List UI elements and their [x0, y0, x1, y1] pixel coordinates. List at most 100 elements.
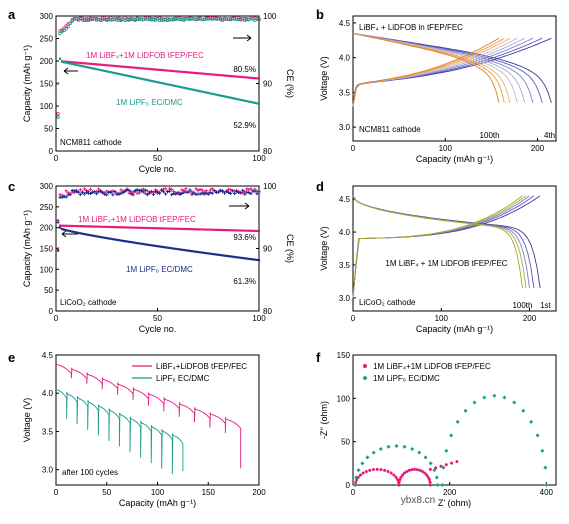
- ce-point: [159, 18, 164, 22]
- capacity-point: [93, 225, 96, 228]
- capacity-point: [103, 63, 106, 67]
- impedance-point: [365, 455, 370, 460]
- capacity-point: [239, 229, 242, 232]
- ce-point: [100, 18, 105, 22]
- ce-point: [129, 17, 133, 22]
- capacity-point: [89, 234, 92, 237]
- capacity-point: [166, 227, 169, 230]
- y-tick-label: 50: [44, 125, 53, 134]
- panel-label-b: b: [316, 7, 324, 22]
- ce-point: [172, 17, 176, 22]
- capacity-point: [231, 97, 234, 100]
- ce-point: [145, 189, 149, 193]
- capacity-point: [99, 235, 102, 239]
- cycle-label-first: 1st: [540, 301, 551, 310]
- ce-point: [72, 17, 76, 21]
- ce-point: [129, 192, 133, 196]
- capacity-point: [121, 65, 125, 68]
- y-tick-label: 100: [337, 394, 351, 403]
- panel-label-e: e: [8, 350, 15, 365]
- capacity-point: [243, 76, 246, 79]
- x-tick-label: 50: [153, 314, 162, 323]
- capacity-point: [148, 243, 151, 247]
- capacity-point: [205, 72, 208, 76]
- capacity-point: [144, 78, 147, 81]
- ce-point: [198, 192, 202, 196]
- capacity-point: [174, 247, 177, 250]
- legend-label-0: LiBF₄+LiDFOB tFEP/FEC: [156, 362, 247, 371]
- capacity-point: [255, 102, 259, 105]
- ce-point: [80, 190, 84, 195]
- capacity-point: [99, 68, 102, 72]
- y2-tick-label: 90: [263, 80, 272, 89]
- capacity-point: [219, 94, 222, 97]
- capacity-point: [239, 98, 242, 101]
- capacity-point: [227, 74, 230, 77]
- panel-label-a: a: [8, 7, 16, 22]
- ce-point: [188, 188, 192, 192]
- capacity-point: [113, 238, 116, 241]
- impedance-point: [482, 395, 487, 400]
- capacity-point: [158, 68, 161, 71]
- capacity-point: [192, 250, 196, 253]
- capacity-point: [201, 90, 204, 93]
- ce-point: [99, 189, 103, 194]
- impedance-point: [375, 467, 379, 471]
- ce-point: [218, 188, 223, 192]
- ce-point: [226, 17, 231, 21]
- capacity-point: [203, 90, 206, 94]
- impedance-point: [441, 465, 446, 470]
- capacity-point: [190, 250, 194, 253]
- retention-0: 80.5%: [233, 65, 256, 74]
- capacity-point: [251, 229, 255, 232]
- capacity-point: [178, 70, 181, 73]
- capacity-point: [127, 75, 131, 78]
- panel-f: f 0 200 400 0 50 100 150 Z' (ohm) -Z'' (ohm) 1M Li…: [316, 350, 557, 508]
- capacity-point: [65, 224, 68, 227]
- capacity-point: [166, 69, 169, 72]
- capacity-point: [209, 228, 212, 231]
- capacity-point: [233, 75, 236, 78]
- impedance-point: [439, 464, 443, 468]
- capacity-point: [109, 71, 112, 74]
- y-tick-label: 4.5: [339, 195, 351, 204]
- capacity-point: [97, 63, 100, 66]
- y2-tick-label: 90: [263, 245, 272, 254]
- ce-point: [206, 17, 210, 21]
- series-0: [56, 224, 261, 250]
- y2-tick-label: 100: [263, 182, 277, 191]
- y-tick-label: 100: [40, 265, 54, 274]
- capacity-point: [217, 228, 220, 232]
- ce-point: [214, 17, 219, 21]
- x-tick-label: 200: [523, 314, 537, 323]
- capacity-point: [186, 71, 190, 74]
- retention-1: 52.9%: [233, 121, 256, 130]
- capacity-point: [154, 227, 157, 230]
- capacity-point: [209, 73, 212, 76]
- capacity-point: [253, 77, 257, 80]
- capacity-point: [101, 69, 104, 72]
- ce-point: [88, 191, 93, 196]
- capacity-point: [152, 68, 155, 71]
- capacity-point: [123, 240, 127, 243]
- ce-point: [139, 189, 143, 193]
- x-tick-label: 0: [351, 144, 356, 153]
- ce-point: [113, 190, 117, 194]
- capacity-point: [93, 234, 96, 238]
- capacity-point: [180, 86, 183, 89]
- ce-point: [172, 191, 176, 196]
- ce-point: [111, 193, 115, 197]
- y-tick-label: 150: [337, 351, 351, 360]
- capacity-point: [105, 70, 108, 73]
- capacity-point: [160, 68, 163, 72]
- retention-0: 93.6%: [233, 233, 256, 242]
- charge-curve: [352, 195, 535, 298]
- impedance-point: [450, 461, 454, 465]
- capacity-point: [58, 226, 62, 229]
- capacity-point: [221, 254, 224, 257]
- capacity-point: [83, 232, 86, 236]
- capacity-point: [67, 229, 70, 232]
- capacity-point: [227, 255, 230, 258]
- ce-point: [253, 189, 257, 193]
- legend-label-1: 1M LiPF₆ EC/DMC: [373, 374, 440, 383]
